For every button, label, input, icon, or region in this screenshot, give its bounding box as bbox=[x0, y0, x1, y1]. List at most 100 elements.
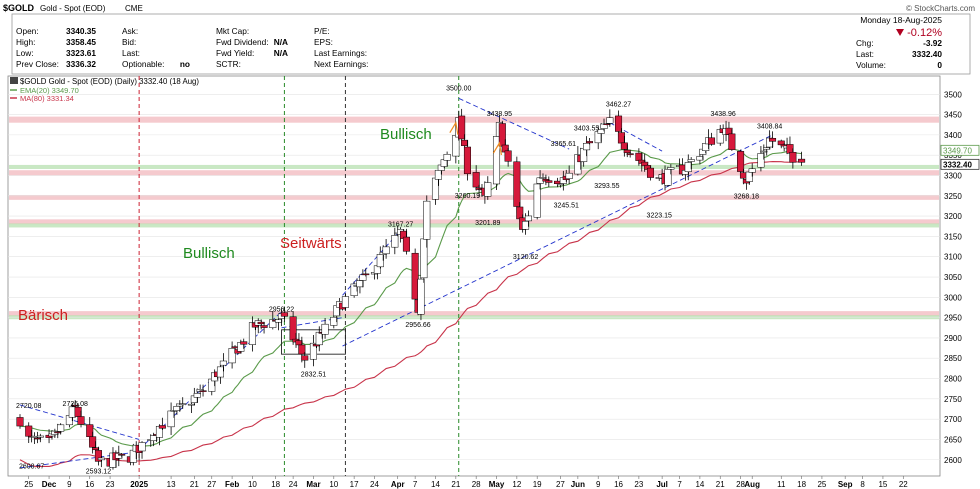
candle-body bbox=[463, 146, 471, 175]
quote-mid2-label: SCTR: bbox=[216, 59, 241, 69]
x-tick-label: Sep bbox=[838, 480, 853, 489]
quote-mid2-label: Mkt Cap: bbox=[216, 26, 249, 36]
trend-line bbox=[458, 97, 570, 150]
x-tick-label: 21 bbox=[451, 480, 460, 489]
candle-body bbox=[565, 172, 573, 179]
price-annotation: 3462.27 bbox=[606, 101, 631, 108]
quote-mid-label: Optionable: bbox=[122, 59, 164, 69]
x-tick-label: Aug bbox=[744, 480, 760, 489]
y-tick-label: 2700 bbox=[944, 415, 962, 424]
candle-body bbox=[321, 323, 329, 335]
candle-body bbox=[199, 390, 207, 392]
y-tick-label: 2650 bbox=[944, 435, 962, 444]
candle-body bbox=[626, 153, 634, 155]
candle-body bbox=[36, 435, 44, 438]
candle-body bbox=[513, 161, 521, 207]
candle-body bbox=[522, 221, 530, 230]
x-tick-label: 27 bbox=[207, 480, 216, 489]
annot-bear: Bärisch bbox=[18, 307, 68, 324]
candle-body bbox=[707, 137, 716, 145]
candle-body bbox=[539, 177, 547, 179]
plot-frame bbox=[7, 75, 941, 477]
y-tick-label: 3050 bbox=[944, 273, 962, 282]
x-tick-label: 25 bbox=[24, 480, 33, 489]
x-tick-label: 18 bbox=[797, 480, 806, 489]
price-annotation: 3408.84 bbox=[757, 123, 782, 130]
price-annotation: 2608.67 bbox=[19, 463, 44, 470]
y-tick-label: 3500 bbox=[944, 90, 962, 99]
candle-body bbox=[617, 132, 625, 144]
x-tick-label: 9 bbox=[67, 480, 72, 489]
price-annotation: 3245.51 bbox=[554, 203, 579, 210]
candle-body bbox=[739, 172, 747, 179]
candle-body bbox=[391, 235, 399, 248]
quote-mid-value: no bbox=[180, 59, 190, 69]
candle-body bbox=[635, 152, 643, 161]
x-tick-label: 16 bbox=[85, 480, 94, 489]
y-tick-label: 2800 bbox=[944, 375, 962, 384]
price-annotation: 2832.51 bbox=[301, 372, 326, 379]
candle-body bbox=[31, 435, 39, 438]
candle-body bbox=[585, 141, 594, 144]
candle-body bbox=[359, 274, 367, 281]
candle-body bbox=[603, 123, 611, 125]
candle-body bbox=[25, 425, 33, 437]
y-tick-label: 3450 bbox=[944, 111, 962, 120]
price-annotation: 2956.66 bbox=[405, 322, 430, 329]
y-tick-label: 3150 bbox=[944, 232, 962, 241]
sr-band bbox=[9, 194, 939, 200]
candle-body bbox=[301, 355, 309, 361]
candle-body bbox=[97, 457, 105, 461]
candle-body bbox=[118, 454, 126, 456]
candle-body bbox=[798, 158, 806, 163]
candle-body bbox=[74, 406, 82, 417]
y-tick-label: 3250 bbox=[944, 192, 962, 201]
quote-right-value: 0 bbox=[937, 60, 942, 70]
candle-body bbox=[216, 366, 225, 378]
x-tick-label: 24 bbox=[370, 480, 379, 489]
candle-body bbox=[94, 450, 102, 462]
x-tick-label: 21 bbox=[190, 480, 199, 489]
candle-body bbox=[289, 316, 297, 341]
candle-body bbox=[362, 273, 370, 276]
quote-mid2-value: N/A bbox=[274, 37, 288, 47]
last-price-label: 3332.40 bbox=[943, 160, 972, 169]
x-tick-label: 7 bbox=[677, 480, 682, 489]
candle-body bbox=[275, 319, 283, 323]
candle-body bbox=[431, 177, 440, 200]
candle-body bbox=[533, 183, 541, 218]
x-tick-label: 19 bbox=[533, 480, 542, 489]
candle-body bbox=[411, 252, 419, 300]
candle-body bbox=[309, 342, 317, 360]
candle-body bbox=[702, 143, 710, 151]
quote-left-value: 3358.45 bbox=[66, 37, 96, 47]
x-tick-label: 28 bbox=[736, 480, 745, 489]
x-tick-label: 10 bbox=[329, 480, 338, 489]
price-annotation: 3438.96 bbox=[710, 111, 735, 118]
candle-body bbox=[33, 437, 41, 440]
candle-body bbox=[417, 278, 425, 315]
candle-body bbox=[554, 180, 562, 184]
sr-band bbox=[9, 116, 939, 123]
quote-mid-label: Bid: bbox=[122, 37, 136, 47]
candle-body bbox=[687, 159, 695, 162]
x-tick-label: 23 bbox=[634, 480, 643, 489]
quote-mid3-label: P/E: bbox=[314, 26, 330, 36]
x-tick-label: Apr bbox=[391, 480, 405, 489]
x-tick-label: 17 bbox=[350, 480, 359, 489]
price-annotation: 3260.19 bbox=[455, 193, 480, 200]
candle-body bbox=[228, 348, 236, 364]
quote-mid3-label: Last Earnings: bbox=[314, 48, 367, 58]
y-tick-label: 2950 bbox=[944, 314, 962, 323]
candle-body bbox=[545, 180, 553, 183]
candle-body bbox=[356, 280, 364, 288]
quote-right-value: -3.92 bbox=[923, 38, 942, 48]
quote-left-label: Open: bbox=[16, 26, 39, 36]
symbol-name: Gold - Spot (EOD) bbox=[40, 4, 106, 13]
y-tick-label: 3100 bbox=[944, 253, 962, 262]
candle-body bbox=[68, 406, 76, 418]
x-tick-label: 24 bbox=[289, 480, 298, 489]
candle-body bbox=[54, 431, 62, 434]
quote-left-label: High: bbox=[16, 37, 35, 47]
